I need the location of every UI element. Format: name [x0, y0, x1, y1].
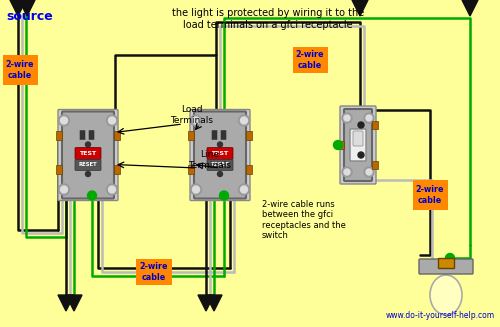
FancyBboxPatch shape	[2, 55, 37, 85]
FancyBboxPatch shape	[88, 160, 94, 169]
Circle shape	[88, 191, 96, 200]
Text: Line
Terminals: Line Terminals	[188, 150, 232, 170]
Circle shape	[240, 117, 248, 124]
Text: RESET: RESET	[78, 163, 98, 167]
FancyBboxPatch shape	[62, 112, 114, 198]
Circle shape	[220, 191, 228, 200]
FancyBboxPatch shape	[58, 110, 118, 200]
FancyBboxPatch shape	[338, 141, 344, 149]
FancyBboxPatch shape	[438, 258, 454, 268]
FancyBboxPatch shape	[190, 110, 250, 200]
Circle shape	[342, 113, 352, 123]
FancyBboxPatch shape	[372, 161, 378, 169]
FancyBboxPatch shape	[344, 109, 372, 181]
Circle shape	[108, 117, 116, 124]
FancyBboxPatch shape	[412, 180, 448, 210]
Text: Load
Terminals: Load Terminals	[170, 105, 214, 125]
Circle shape	[358, 152, 364, 158]
Circle shape	[366, 115, 372, 121]
Text: 2-wire cable runs
between the gfci
receptacles and the
switch: 2-wire cable runs between the gfci recep…	[262, 200, 346, 240]
Ellipse shape	[430, 275, 462, 315]
FancyBboxPatch shape	[188, 164, 194, 174]
Circle shape	[342, 167, 352, 177]
Circle shape	[192, 186, 200, 193]
Circle shape	[106, 115, 118, 126]
FancyBboxPatch shape	[372, 121, 378, 129]
FancyBboxPatch shape	[80, 130, 86, 140]
Polygon shape	[198, 295, 214, 311]
Circle shape	[240, 186, 248, 193]
Text: TEST: TEST	[212, 151, 228, 156]
Circle shape	[446, 253, 454, 263]
FancyBboxPatch shape	[419, 259, 473, 274]
Text: 2-wire
cable: 2-wire cable	[416, 185, 444, 205]
Circle shape	[86, 142, 90, 147]
Circle shape	[190, 115, 202, 126]
Circle shape	[364, 113, 374, 123]
Text: the light is protected by wiring it to the
load terminals on a gfci receptacle: the light is protected by wiring it to t…	[172, 8, 364, 30]
Circle shape	[106, 184, 118, 195]
FancyBboxPatch shape	[246, 130, 252, 140]
Text: 2-wire
cable: 2-wire cable	[296, 50, 324, 70]
Circle shape	[58, 184, 70, 195]
FancyBboxPatch shape	[207, 160, 233, 170]
Polygon shape	[19, 0, 35, 16]
Polygon shape	[10, 0, 26, 16]
Polygon shape	[462, 0, 478, 16]
Text: RESET: RESET	[210, 163, 230, 167]
FancyBboxPatch shape	[80, 160, 86, 169]
FancyBboxPatch shape	[194, 112, 246, 198]
Circle shape	[108, 186, 116, 193]
FancyBboxPatch shape	[114, 130, 120, 140]
FancyBboxPatch shape	[75, 147, 101, 160]
Circle shape	[58, 115, 70, 126]
Circle shape	[218, 142, 222, 147]
Circle shape	[344, 169, 350, 175]
FancyBboxPatch shape	[340, 106, 376, 184]
Circle shape	[366, 169, 372, 175]
FancyBboxPatch shape	[207, 147, 233, 160]
Polygon shape	[206, 295, 222, 311]
Text: www.do-it-yourself-help.com: www.do-it-yourself-help.com	[386, 311, 495, 320]
FancyBboxPatch shape	[220, 160, 226, 169]
FancyBboxPatch shape	[56, 130, 62, 140]
FancyBboxPatch shape	[220, 130, 226, 140]
FancyBboxPatch shape	[136, 259, 172, 285]
FancyBboxPatch shape	[188, 130, 194, 140]
Circle shape	[344, 115, 350, 121]
Circle shape	[60, 117, 68, 124]
Polygon shape	[66, 295, 82, 311]
Text: source: source	[6, 10, 54, 23]
Circle shape	[238, 184, 250, 195]
Polygon shape	[58, 295, 74, 311]
FancyBboxPatch shape	[212, 160, 218, 169]
Circle shape	[358, 122, 364, 128]
FancyBboxPatch shape	[88, 130, 94, 140]
FancyBboxPatch shape	[114, 164, 120, 174]
FancyBboxPatch shape	[56, 164, 62, 174]
FancyBboxPatch shape	[353, 131, 363, 146]
Circle shape	[192, 117, 200, 124]
Circle shape	[86, 171, 90, 177]
Circle shape	[238, 115, 250, 126]
Text: 2-wire
cable: 2-wire cable	[140, 262, 168, 282]
FancyBboxPatch shape	[246, 164, 252, 174]
Circle shape	[364, 167, 374, 177]
FancyBboxPatch shape	[350, 129, 366, 161]
FancyBboxPatch shape	[75, 160, 101, 170]
Text: 2-wire
cable: 2-wire cable	[6, 60, 34, 80]
Circle shape	[334, 141, 342, 149]
Circle shape	[60, 186, 68, 193]
Circle shape	[218, 171, 222, 177]
Text: TEST: TEST	[80, 151, 96, 156]
Polygon shape	[352, 0, 368, 16]
FancyBboxPatch shape	[292, 47, 328, 73]
Circle shape	[190, 184, 202, 195]
FancyBboxPatch shape	[212, 130, 218, 140]
